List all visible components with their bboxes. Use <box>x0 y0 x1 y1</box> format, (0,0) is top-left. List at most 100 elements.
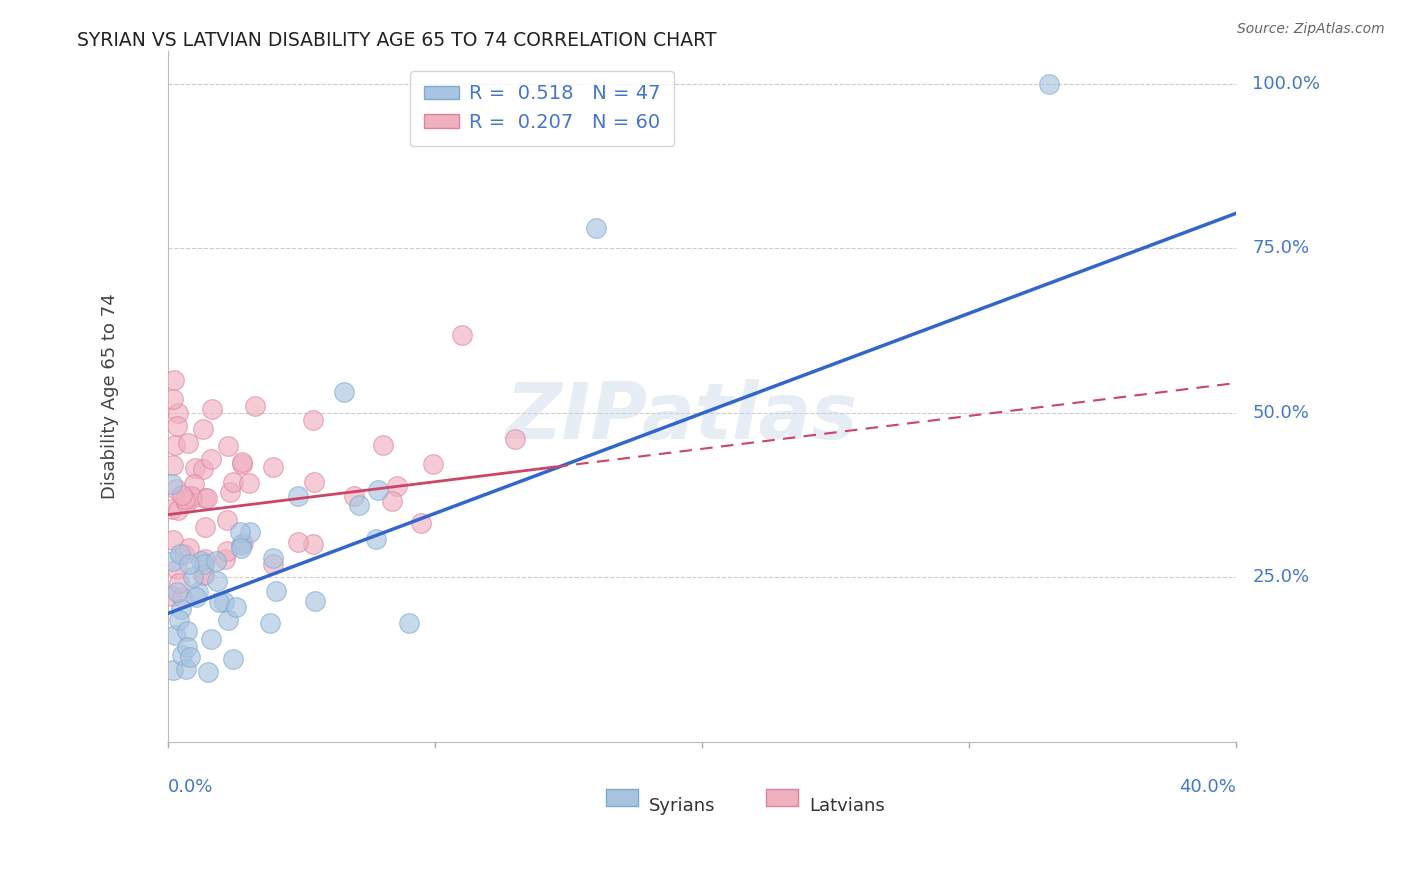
Point <box>162 663 184 677</box>
Point <box>174 492 197 507</box>
Point <box>162 458 184 473</box>
Point <box>304 594 326 608</box>
Point <box>263 551 285 566</box>
Point <box>398 616 420 631</box>
Point <box>262 558 284 572</box>
Point <box>200 451 222 466</box>
Text: 75.0%: 75.0% <box>1253 239 1309 257</box>
Point <box>212 595 235 609</box>
Point <box>229 538 252 552</box>
Point <box>166 585 188 599</box>
Point <box>173 547 195 561</box>
Point <box>184 461 207 475</box>
Point <box>162 589 184 603</box>
Point <box>160 502 183 516</box>
Point <box>217 613 239 627</box>
Point <box>371 437 394 451</box>
Point <box>505 432 527 446</box>
Point <box>183 477 205 491</box>
Text: ZIPatlas: ZIPatlas <box>505 379 858 455</box>
Point <box>191 568 214 582</box>
Point <box>170 601 193 615</box>
Point <box>177 541 200 555</box>
Legend: R =  0.518   N = 47, R =  0.207   N = 60: R = 0.518 N = 47, R = 0.207 N = 60 <box>411 70 673 145</box>
Point <box>187 585 209 599</box>
Point <box>193 568 215 582</box>
Text: Latvians: Latvians <box>808 797 884 815</box>
Point <box>238 475 260 490</box>
Point <box>381 494 404 508</box>
Text: 25.0%: 25.0% <box>1253 568 1309 586</box>
Point <box>231 457 253 471</box>
Point <box>166 562 188 576</box>
Text: 40.0%: 40.0% <box>1180 778 1236 796</box>
Point <box>266 584 288 599</box>
Point <box>347 498 370 512</box>
Text: 0.0%: 0.0% <box>169 778 214 796</box>
Point <box>217 543 239 558</box>
Text: 50.0%: 50.0% <box>1253 403 1309 422</box>
Point <box>225 599 247 614</box>
Point <box>180 489 202 503</box>
Point <box>222 651 245 665</box>
Point <box>180 491 202 505</box>
Point <box>172 648 194 662</box>
Point <box>385 479 408 493</box>
Point <box>160 477 183 491</box>
Point <box>167 406 190 420</box>
Point <box>191 462 214 476</box>
Point <box>221 475 243 489</box>
FancyBboxPatch shape <box>766 789 799 805</box>
Point <box>177 436 200 450</box>
Point <box>219 484 242 499</box>
Point <box>217 439 239 453</box>
Point <box>169 547 191 561</box>
Text: Disability Age 65 to 74: Disability Age 65 to 74 <box>101 293 118 499</box>
Point <box>208 595 231 609</box>
Point <box>342 489 364 503</box>
Point <box>176 624 198 638</box>
Point <box>176 640 198 654</box>
Point <box>195 491 218 505</box>
Point <box>174 496 197 510</box>
Point <box>259 616 281 631</box>
Point <box>302 475 325 489</box>
Point <box>197 665 219 679</box>
Point <box>193 558 215 572</box>
Point <box>172 487 194 501</box>
Point <box>204 554 226 568</box>
Point <box>367 483 389 497</box>
Point <box>585 221 607 235</box>
Point <box>1038 77 1060 91</box>
Point <box>162 392 184 407</box>
Point <box>287 489 309 503</box>
Point <box>163 628 186 642</box>
Text: SYRIAN VS LATVIAN DISABILITY AGE 65 TO 74 CORRELATION CHART: SYRIAN VS LATVIAN DISABILITY AGE 65 TO 7… <box>77 31 717 50</box>
Point <box>162 533 184 548</box>
Point <box>229 525 252 540</box>
Point <box>165 482 187 496</box>
Point <box>245 399 267 413</box>
Point <box>409 516 432 531</box>
Point <box>167 575 190 590</box>
Point <box>163 373 186 387</box>
FancyBboxPatch shape <box>606 789 638 805</box>
Text: 100.0%: 100.0% <box>1253 75 1320 93</box>
Text: Source: ZipAtlas.com: Source: ZipAtlas.com <box>1237 22 1385 37</box>
Point <box>167 613 190 627</box>
Point <box>163 438 186 452</box>
Point <box>451 328 474 343</box>
Point <box>179 558 201 572</box>
Point <box>333 385 356 400</box>
Text: Syrians: Syrians <box>650 797 716 815</box>
Point <box>194 520 217 534</box>
Point <box>262 460 284 475</box>
Point <box>287 534 309 549</box>
Point <box>231 455 253 469</box>
Point <box>239 524 262 539</box>
Point <box>162 554 184 568</box>
Point <box>302 536 325 550</box>
Point <box>229 541 252 555</box>
Point <box>181 570 204 584</box>
Point <box>200 632 222 646</box>
